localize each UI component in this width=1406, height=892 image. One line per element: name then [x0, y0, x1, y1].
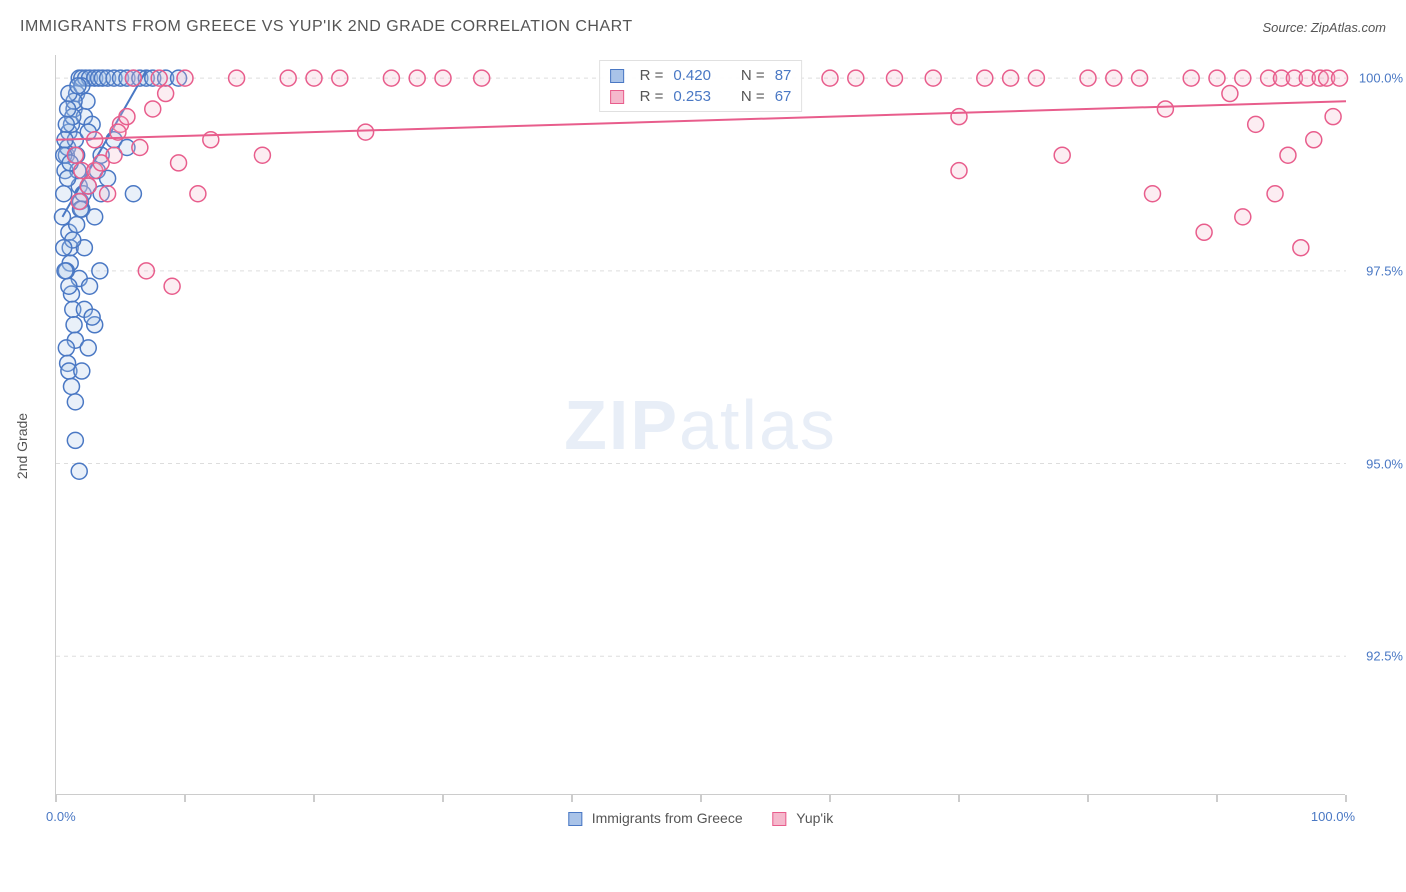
chart-svg — [56, 55, 1345, 794]
ytick-label: 100.0% — [1353, 71, 1403, 86]
r-prefix-1: R = — [640, 67, 664, 84]
r-prefix-2: R = — [640, 88, 664, 105]
ytick-label: 95.0% — [1353, 456, 1403, 471]
stats-row-2: R = 0.253 N = 67 — [610, 86, 792, 107]
n-prefix-2: N = — [741, 88, 765, 105]
title-bar: IMMIGRANTS FROM GREECE VS YUP'IK 2ND GRA… — [20, 18, 1386, 36]
legend-swatch-1 — [568, 812, 582, 826]
legend-label-2: Yup'ik — [796, 810, 833, 826]
ytick-label: 92.5% — [1353, 649, 1403, 664]
r-value-1: 0.420 — [673, 67, 711, 84]
x-min-label: 0.0% — [46, 809, 76, 824]
legend-swatch-2 — [773, 812, 787, 826]
stats-row-1: R = 0.420 N = 87 — [610, 65, 792, 86]
source-label: Source: ZipAtlas.com — [1262, 20, 1386, 35]
legend-item-1: Immigrants from Greece — [568, 810, 743, 826]
n-value-1: 87 — [775, 67, 792, 84]
stats-swatch-1 — [610, 69, 624, 83]
legend-bottom: Immigrants from Greece Yup'ik — [568, 810, 833, 826]
y-axis-label: 2nd Grade — [14, 413, 30, 479]
n-value-2: 67 — [775, 88, 792, 105]
legend-label-1: Immigrants from Greece — [592, 810, 743, 826]
stats-swatch-2 — [610, 90, 624, 104]
ytick-label: 97.5% — [1353, 263, 1403, 278]
r-value-2: 0.253 — [673, 88, 711, 105]
x-max-label: 100.0% — [1311, 809, 1355, 824]
legend-item-2: Yup'ik — [773, 810, 834, 826]
plot-area: ZIPatlas R = 0.420 N = 87 R = 0.253 N = … — [55, 55, 1345, 795]
n-prefix-1: N = — [741, 67, 765, 84]
chart-title: IMMIGRANTS FROM GREECE VS YUP'IK 2ND GRA… — [20, 18, 633, 36]
stats-box: R = 0.420 N = 87 R = 0.253 N = 67 — [599, 60, 803, 112]
